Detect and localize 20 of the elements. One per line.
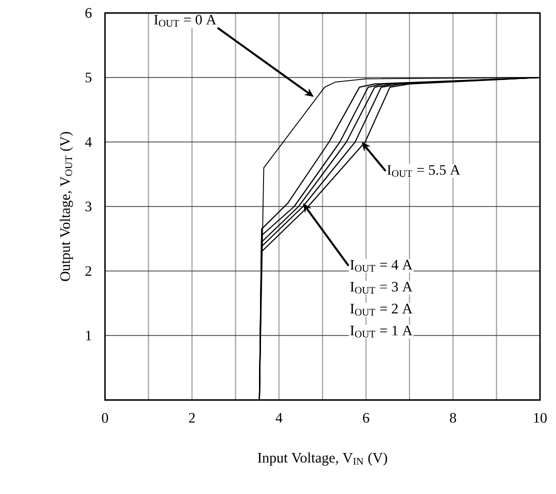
y-tick-label: 5 [86,72,92,82]
y-tick-label: 6 [85,8,92,18]
y-axis-title: Output Voltage, V$_{OUT}$ (V) [60,132,73,282]
x-tick-label: 10 [534,412,547,423]
x-tick-label: 8 [450,412,456,423]
x-tick-label: 0 [102,412,108,423]
x-tick-label: 2 [189,412,195,423]
x-tick-label: 6 [363,412,370,423]
y-tick-label: 2 [85,266,92,276]
annotation: I$_{OUT}$ = 0 A [154,14,216,27]
annotation: I$_{OUT}$ = 1 A [350,326,412,338]
x-tick-label: 4 [276,412,282,422]
y-tick-label: 3 [85,202,92,212]
y-tick-label: 4 [85,137,92,147]
annotation: I$_{OUT}$ = 5.5 A [387,165,460,177]
annotation: I$_{OUT}$ = 3 A [350,282,412,294]
annotation: I$_{OUT}$ = 2 A [350,304,412,316]
x-axis-title: Input Voltage, V$_{IN}$ (V) [258,452,388,466]
y-tick-label: 1 [86,330,92,340]
annotation: I$_{OUT}$ = 4 A [350,260,412,272]
